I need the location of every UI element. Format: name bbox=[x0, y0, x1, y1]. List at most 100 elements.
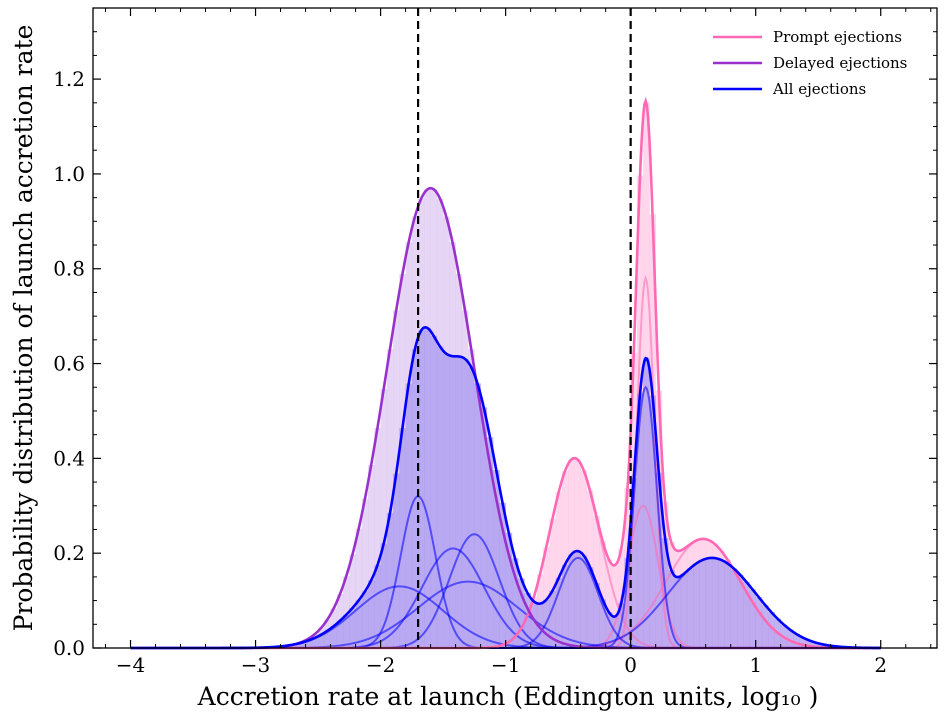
histogram-bar-all-ejections bbox=[643, 358, 650, 648]
histogram-bar-all-ejections bbox=[530, 601, 538, 648]
histogram-bar-all-ejections bbox=[349, 608, 356, 648]
histogram-bar-all-ejections bbox=[455, 356, 463, 648]
axis-ticks: −4 −3 −2 −1 0 1 2 0.0 0.2 0.4 0.6 0.8 1.0 1.2 bbox=[53, 8, 937, 677]
y-tick-label: 0.6 bbox=[53, 352, 85, 376]
histogram-bar-all-ejections bbox=[311, 637, 319, 648]
histogram-bar-all-ejections bbox=[793, 633, 800, 648]
legend-label: Prompt ejections bbox=[773, 28, 902, 46]
histogram-bar-all-ejections bbox=[555, 577, 563, 648]
histogram-bar-all-ejections bbox=[718, 559, 725, 648]
histogram-bar-all-ejections bbox=[768, 612, 775, 648]
y-axis-label: Probability distribution of launch accre… bbox=[9, 25, 38, 632]
histogram-bar-all-ejections bbox=[699, 559, 706, 648]
histogram-bar-delayed-ejections bbox=[343, 576, 350, 648]
histogram-bar-all-ejections bbox=[580, 555, 588, 648]
histogram-bar-all-ejections bbox=[505, 532, 513, 648]
histogram-bar-all-ejections bbox=[336, 620, 344, 648]
histogram-bar-all-ejections bbox=[293, 643, 300, 648]
y-tick-label: 1.2 bbox=[53, 67, 85, 91]
histogram-bar-all-ejections bbox=[605, 612, 613, 648]
histogram-bar-all-ejections bbox=[680, 573, 688, 648]
histogram-bar-all-ejections bbox=[636, 393, 644, 648]
histogram-bar-all-ejections bbox=[430, 335, 438, 648]
vertical-reference-lines bbox=[416, 8, 632, 648]
histogram-bar-all-ejections bbox=[361, 591, 369, 648]
histogram-bar-all-ejections bbox=[399, 428, 406, 648]
histogram-bar-all-ejections bbox=[518, 578, 525, 648]
histogram-bar-all-ejections bbox=[811, 642, 819, 648]
histogram-bar-all-ejections bbox=[424, 327, 431, 648]
x-tick-label: −2 bbox=[366, 653, 395, 677]
histogram-bar-all-ejections bbox=[568, 554, 575, 648]
histogram-bar-all-ejections bbox=[474, 383, 481, 648]
x-tick-label: −1 bbox=[491, 653, 520, 677]
y-tick-label: 0.4 bbox=[53, 446, 85, 470]
histogram-bar-all-ejections bbox=[730, 568, 738, 648]
histogram-bar-all-ejections bbox=[693, 563, 700, 648]
histogram-bar-prompt-ejections bbox=[555, 491, 563, 648]
histogram-bar-prompt-ejections bbox=[611, 565, 619, 648]
histogram-bar-all-ejections bbox=[561, 564, 569, 648]
histogram-bar-prompt-ejections bbox=[561, 471, 569, 648]
histogram-bar-all-ejections bbox=[386, 513, 394, 648]
histogram-bar-all-ejections bbox=[299, 642, 306, 648]
histogram-bar-all-ejections bbox=[461, 358, 469, 648]
histogram-bar-all-ejections bbox=[374, 565, 381, 648]
histogram-bar-all-ejections bbox=[736, 574, 744, 648]
histogram-bar-all-ejections bbox=[468, 367, 475, 648]
x-axis-label: Accretion rate at launch (Eddington unit… bbox=[197, 682, 819, 711]
histogram-bar-all-ejections bbox=[418, 330, 425, 648]
histogram-bar-delayed-ejections bbox=[380, 388, 388, 648]
histogram-bar-delayed-ejections bbox=[374, 427, 381, 648]
histogram-bar-delayed-ejections bbox=[349, 554, 356, 648]
histogram-bar-all-ejections bbox=[443, 353, 450, 648]
histogram-bar-all-ejections bbox=[499, 502, 506, 648]
histogram-bar-all-ejections bbox=[724, 563, 731, 648]
histogram-bar-all-ejections bbox=[318, 634, 325, 648]
y-tick-label: 1.0 bbox=[53, 162, 85, 186]
histogram-bar-all-ejections bbox=[799, 637, 807, 648]
histogram-bar-all-ejections bbox=[324, 630, 331, 648]
histogram-bar-all-ejections bbox=[393, 473, 400, 648]
histogram-bar-all-ejections bbox=[705, 558, 713, 648]
histogram-bar-all-ejections bbox=[674, 577, 681, 648]
legend-label: Delayed ejections bbox=[773, 54, 907, 72]
legend-label: All ejections bbox=[772, 80, 866, 98]
x-tick-label: 1 bbox=[749, 653, 762, 677]
histogram-bar-all-ejections bbox=[761, 604, 769, 648]
histogram-bar-all-ejections bbox=[343, 614, 350, 648]
x-tick-label: 0 bbox=[624, 653, 637, 677]
histogram-bar-delayed-ejections bbox=[355, 528, 363, 648]
x-tick-label: −3 bbox=[241, 653, 270, 677]
histogram-bar-all-ejections bbox=[493, 470, 500, 648]
histogram-bar-all-ejections bbox=[355, 600, 363, 648]
histogram-bar-all-ejections bbox=[574, 551, 581, 648]
histogram-bar-prompt-ejections bbox=[599, 540, 606, 648]
histogram-layer bbox=[280, 102, 832, 649]
y-tick-label: 0.8 bbox=[53, 257, 85, 281]
histogram-bar-all-ejections bbox=[805, 640, 813, 648]
histogram-bar-all-ejections bbox=[749, 589, 756, 648]
histogram-bar-delayed-ejections bbox=[361, 498, 369, 648]
histogram-bar-all-ejections bbox=[586, 567, 594, 648]
histogram-bar-all-ejections bbox=[511, 558, 519, 648]
histogram-bar-all-ejections bbox=[536, 603, 544, 648]
x-tick-label: 2 bbox=[874, 653, 887, 677]
histogram-bar-all-ejections bbox=[305, 640, 313, 648]
histogram-bar-delayed-ejections bbox=[386, 349, 394, 648]
histogram-bar-prompt-ejections bbox=[549, 518, 556, 648]
histogram-bar-prompt-ejections bbox=[605, 559, 613, 648]
y-tick-label: 0.0 bbox=[53, 636, 85, 660]
histogram-bar-all-ejections bbox=[743, 581, 750, 648]
histogram-bar-all-ejections bbox=[668, 569, 675, 648]
histogram-bar-all-ejections bbox=[786, 629, 794, 648]
histogram-bar-all-ejections bbox=[449, 356, 456, 648]
histogram-bar-all-ejections bbox=[593, 583, 600, 648]
histogram-bar-delayed-ejections bbox=[368, 464, 375, 648]
histogram-bar-all-ejections bbox=[686, 568, 694, 648]
histogram-bar-all-ejections bbox=[480, 407, 488, 648]
histogram-bar-all-ejections bbox=[436, 346, 444, 648]
y-tick-label: 0.2 bbox=[53, 541, 85, 565]
histogram-bar-all-ejections bbox=[524, 592, 531, 648]
